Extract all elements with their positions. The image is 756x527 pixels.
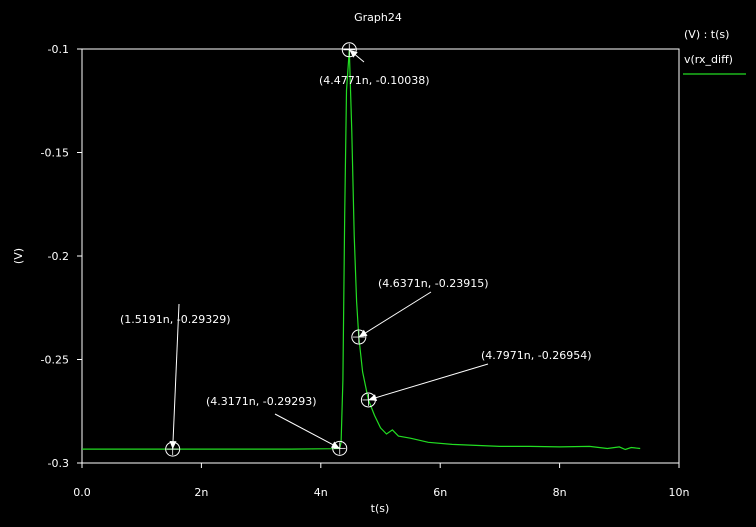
- annotation-arrowhead: [169, 441, 177, 450]
- x-tick-label: 10n: [669, 486, 690, 499]
- x-tick-label: 2n: [194, 486, 208, 499]
- series-line-v-rx-diff: [82, 49, 641, 451]
- annotation-pointer: [368, 363, 489, 401]
- annotation-label: (4.7971n, -0.26954): [481, 349, 592, 362]
- y-tick-label: -0.3: [48, 457, 69, 470]
- annotation-label: (4.4771n, -0.10038): [319, 74, 430, 87]
- annotation-pointer: [358, 291, 432, 338]
- annotation-arrowhead: [368, 394, 378, 401]
- annotation-label: (4.3171n, -0.29293): [206, 395, 317, 408]
- x-tick-label: 8n: [553, 486, 567, 499]
- annotation-arrowhead: [331, 441, 340, 449]
- annotation-label: (1.5191n, -0.29329): [120, 313, 231, 326]
- annotation-pointer: [274, 413, 340, 449]
- y-tick-label: -0.2: [48, 250, 69, 263]
- annotation-arrowhead: [358, 329, 368, 337]
- x-axis-label: t(s): [371, 502, 390, 515]
- x-tick-label: 4n: [314, 486, 328, 499]
- annotation-layer: (4.4771n, -0.10038) (4.6371n, -0.23915) (4…: [120, 42, 592, 457]
- legend-header: (V) : t(s): [684, 28, 729, 41]
- axis-ticks: 0.0 2n 4n 6n 8n 10n -0.1 -0.15 -0.2 -0.25 -0.3: [41, 43, 690, 499]
- x-tick-label: 0.0: [73, 486, 91, 499]
- marker-circle[interactable]: [341, 42, 357, 58]
- annotation-arrowhead: [349, 49, 358, 58]
- marker-circle[interactable]: [332, 440, 348, 456]
- series-layer: [82, 49, 641, 451]
- y-axis-label: (V): [12, 248, 25, 264]
- y-tick-label: -0.15: [41, 147, 69, 160]
- marker-circle[interactable]: [351, 329, 367, 345]
- y-tick-label: -0.1: [48, 43, 69, 56]
- y-tick-label: -0.25: [41, 354, 69, 367]
- plot-frame: [81, 48, 680, 464]
- x-tick-label: 6n: [433, 486, 447, 499]
- annotation-pointer: [172, 303, 180, 450]
- chart-title: Graph24: [354, 11, 402, 24]
- annotation-label: (4.6371n, -0.23915): [378, 277, 489, 290]
- legend-series-label[interactable]: v(rx_diff): [684, 53, 733, 66]
